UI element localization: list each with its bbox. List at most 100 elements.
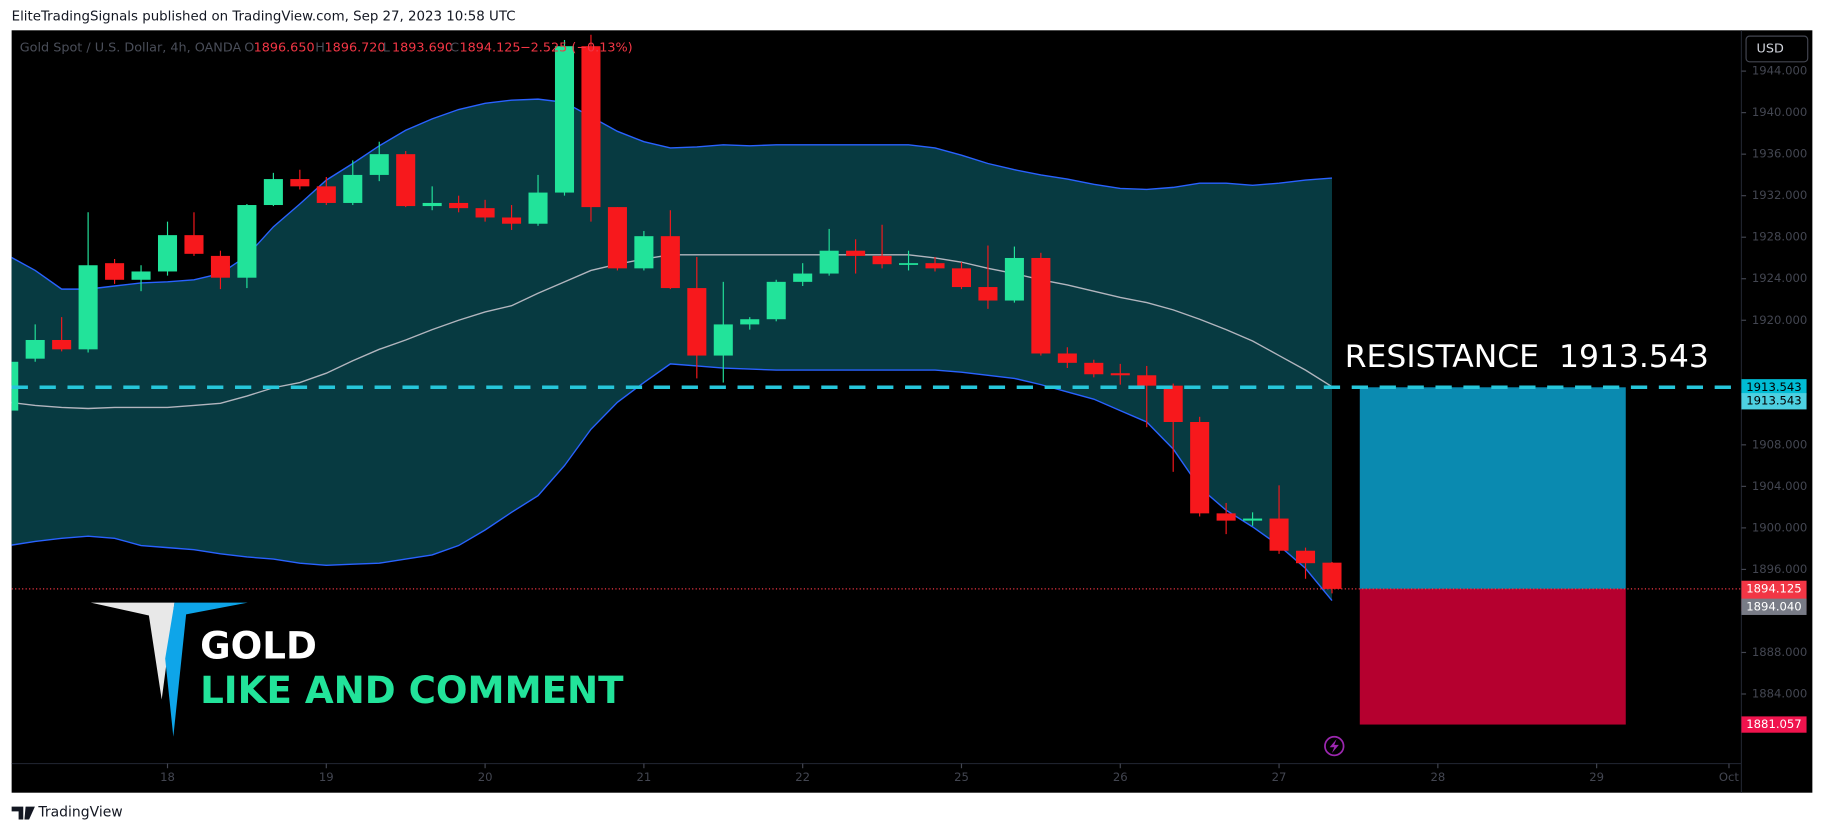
candle-body: [369, 154, 389, 175]
candle-body: [1031, 257, 1051, 354]
logo-white: [90, 602, 175, 700]
l-label: L: [383, 40, 391, 55]
high-value: 1896.720: [325, 40, 386, 55]
price-label-box: [1741, 598, 1807, 615]
candle-body: [475, 208, 495, 218]
logo-blue: [165, 602, 248, 737]
legend: Gold Spot / U.S. Dollar, 4h, OANDA O 189…: [20, 40, 633, 55]
event-icon[interactable]: [1324, 735, 1345, 757]
footer-logo: [11, 806, 35, 820]
candle-body: [925, 263, 945, 269]
footer-mark: [24, 806, 35, 820]
x-tick-label: 25: [954, 770, 969, 784]
price-label: 1881.057: [1746, 717, 1801, 731]
candle-body: [713, 324, 733, 356]
candle-body: [766, 281, 786, 320]
candle-body: [263, 179, 283, 206]
candle-body: [449, 202, 469, 209]
y-tick-label: 1920.000: [1752, 313, 1807, 327]
candle-body: [290, 179, 310, 187]
candle-body: [819, 250, 839, 274]
y-tick-label: 1928.000: [1752, 230, 1807, 244]
change-value: −2.525 (−0.13%): [520, 40, 633, 55]
candle-body: [951, 268, 972, 288]
candle-body: [793, 273, 813, 282]
band-lower: [11, 363, 1333, 602]
x-tick-label: 22: [795, 770, 810, 784]
x-tick-label: 21: [636, 770, 651, 784]
price-label-box: [1741, 716, 1807, 733]
symbol: Gold Spot / U.S. Dollar, 4h, OANDA: [20, 40, 242, 55]
candle-body: [1137, 375, 1157, 386]
price-label: 1894.125: [1746, 581, 1801, 595]
y-tick-label: 1896.000: [1752, 562, 1807, 576]
x-tick-label: 26: [1113, 770, 1128, 784]
candle-body: [502, 217, 522, 224]
candle-body: [157, 235, 178, 272]
overlay-title: GOLD: [200, 624, 317, 668]
candle-body: [740, 319, 760, 325]
y-tick-label: 1940.000: [1752, 105, 1807, 119]
candle-body: [687, 288, 707, 356]
candle-body: [396, 154, 416, 207]
candle-body: [1243, 518, 1263, 521]
o-label: O: [244, 40, 254, 55]
candle-body: [899, 263, 919, 265]
y-tick-label: 1944.000: [1752, 64, 1807, 78]
x-tick-label: 19: [319, 770, 334, 784]
axes: 1944.000 1940.000 1936.000 1932.000 1928.000…: [160, 64, 1807, 784]
y-tick-label: 1900.000: [1752, 520, 1807, 534]
candle-body: [105, 263, 125, 280]
candle-body: [581, 46, 601, 208]
x-tick-label: 28: [1430, 770, 1445, 784]
loss-zone: [1359, 588, 1626, 725]
x-tick-label: 18: [160, 770, 175, 784]
candle-body: [1163, 385, 1183, 423]
candle-body: [978, 287, 998, 301]
price-label-box: [1741, 379, 1807, 396]
c-label: C: [450, 40, 459, 55]
candle-body: [1295, 550, 1316, 564]
resistance-label: RESISTANCE 1913.543: [1345, 339, 1709, 375]
y-tick-label: 1924.000: [1752, 271, 1807, 285]
price-label: 1894.040: [1746, 599, 1801, 613]
candle-body: [237, 205, 257, 278]
logo: [90, 602, 248, 737]
price-label: 1913.543: [1746, 380, 1801, 394]
x-tick-label: Oct: [1719, 770, 1740, 784]
overlay-subtitle: LIKE AND COMMENT: [200, 668, 624, 712]
candle-body: [872, 255, 892, 265]
candle-body: [1322, 562, 1342, 589]
candle-body: [1110, 373, 1130, 376]
candle-body: [210, 255, 230, 278]
x-tick-label: 20: [478, 770, 493, 784]
candle-body: [660, 236, 680, 289]
candle-body: [1216, 513, 1236, 521]
footer-brand: TradingView: [37, 805, 122, 821]
candle-body: [1004, 257, 1024, 301]
candle-body: [131, 271, 151, 280]
candle-body: [528, 192, 548, 224]
candle-body: [1084, 362, 1104, 375]
event-icon-bolt[interactable]: [1329, 739, 1339, 754]
candle-body: [554, 46, 575, 193]
y-tick-label: 1888.000: [1752, 645, 1807, 659]
candle-body: [846, 250, 866, 256]
h-label: H: [315, 40, 325, 55]
price-label-box: [1741, 393, 1807, 410]
candle-body: [607, 207, 627, 269]
candle-body: [1057, 353, 1077, 363]
currency-button[interactable]: [1745, 35, 1809, 63]
low-value: 1893.690: [392, 40, 453, 55]
candle-body: [634, 236, 654, 269]
candle-body: [78, 265, 98, 350]
profit-zone: [1359, 387, 1626, 589]
currency-label[interactable]: USD: [1757, 41, 1784, 56]
candle-body: [25, 339, 45, 359]
band-fill: [11, 99, 1332, 601]
y-tick-label: 1936.000: [1752, 147, 1807, 161]
y-tick-label: 1904.000: [1752, 479, 1807, 493]
open-value: 1896.650: [254, 40, 315, 55]
candle-body: [422, 202, 442, 207]
candle-body: [316, 186, 336, 203]
